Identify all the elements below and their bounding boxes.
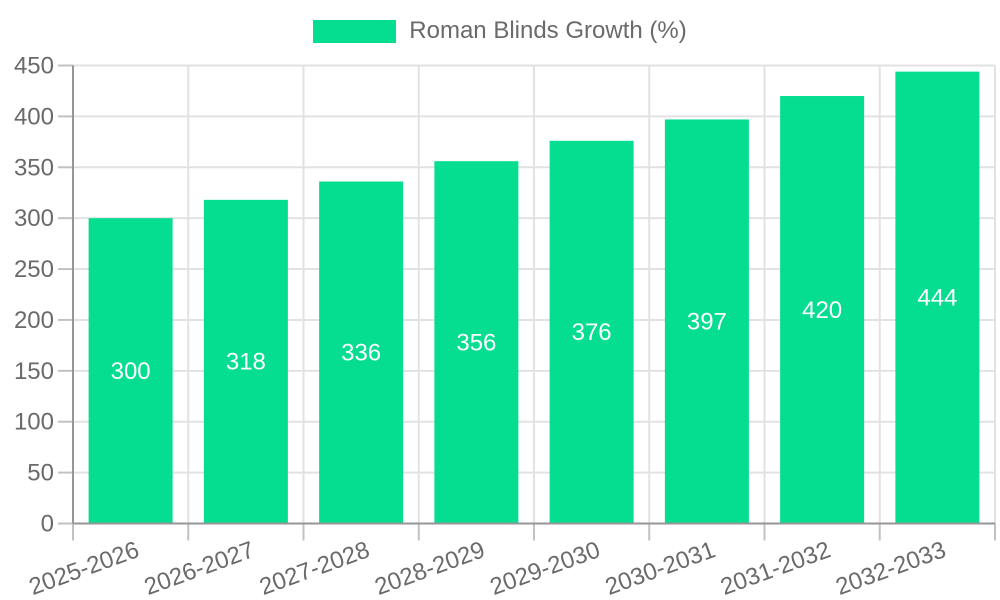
y-axis-label: 0	[41, 511, 54, 538]
x-axis-label: 2032-2033	[832, 536, 949, 600]
legend-label: Roman Blinds Growth (%)	[409, 17, 687, 44]
y-axis-label: 300	[14, 205, 54, 232]
y-axis-label: 400	[14, 103, 54, 130]
bar[interactable]	[895, 71, 980, 524]
x-axis-label: 2028-2029	[371, 536, 488, 600]
x-axis-label: 2030-2031	[602, 536, 719, 600]
y-axis-label: 350	[14, 154, 54, 181]
x-axis-label: 2025-2026	[26, 536, 143, 600]
y-axis-label: 50	[27, 460, 54, 487]
y-axis-label: 450	[14, 53, 54, 80]
x-axis-label: 2031-2032	[717, 536, 834, 600]
bar[interactable]	[664, 119, 749, 524]
y-axis-label: 100	[14, 409, 54, 436]
bar[interactable]	[780, 96, 865, 524]
bar[interactable]	[319, 181, 404, 524]
y-axis-label: 200	[14, 307, 54, 334]
bar-value-label: 336	[341, 340, 381, 367]
x-axis-label: 2029-2030	[487, 536, 604, 600]
bar-value-label: 376	[572, 319, 612, 346]
bar[interactable]	[88, 218, 173, 524]
y-axis-label: 250	[14, 256, 54, 283]
bar-value-label: 300	[111, 358, 151, 385]
legend-swatch	[313, 19, 397, 43]
y-axis-label: 150	[14, 358, 54, 385]
bar-value-label: 397	[687, 308, 727, 335]
bar-value-label: 420	[802, 297, 842, 324]
legend: Roman Blinds Growth (%)	[0, 17, 1000, 45]
x-axis-label: 2027-2028	[256, 536, 373, 600]
bar-value-label: 318	[226, 349, 266, 376]
legend-item[interactable]: Roman Blinds Growth (%)	[313, 17, 687, 45]
bar-value-label: 356	[456, 329, 496, 356]
bar[interactable]	[203, 199, 288, 524]
x-axis-label: 2026-2027	[141, 536, 258, 600]
bar[interactable]	[434, 161, 519, 524]
bar-value-label: 444	[917, 285, 957, 312]
bar[interactable]	[549, 140, 634, 524]
